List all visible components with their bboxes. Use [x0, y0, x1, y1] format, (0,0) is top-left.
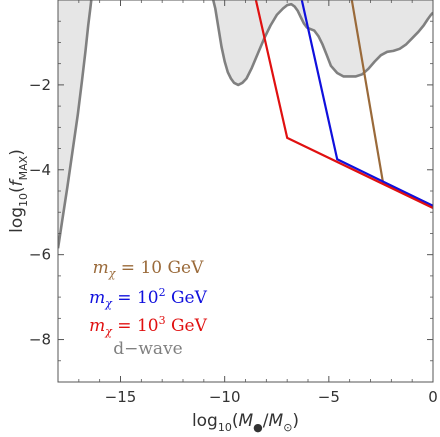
x-tick-label: −15: [105, 388, 137, 406]
legend-entry-part: m: [93, 258, 109, 278]
y-axis-title-part: MAX: [17, 155, 30, 180]
legend-entry-part: GeV: [162, 258, 204, 278]
legend-entry-part: GeV: [166, 316, 208, 336]
legend-entry-part: = 10: [112, 288, 159, 308]
legend-entry-part: GeV: [166, 288, 208, 308]
x-axis-title-part: M: [239, 411, 254, 431]
legend-entry-part: = 10: [115, 258, 162, 278]
y-tick-label: −8: [29, 331, 51, 349]
legend-entry: mχ = 102 GeV: [89, 286, 208, 310]
legend-entry: mχ = 10 GeV: [93, 258, 205, 280]
legend-entry-part: m: [89, 316, 105, 336]
d-wave-boundary-line: [58, 0, 93, 249]
legend-entry-part: χ: [104, 297, 113, 310]
x-axis-title-part: ): [292, 411, 299, 431]
series-line: [254, 0, 433, 209]
d-wave-exclusion-region: [213, 0, 433, 85]
y-axis-title: log10(fMAX): [7, 149, 30, 233]
legend-entry-part: χ: [104, 325, 113, 338]
x-tick-label: 0: [428, 388, 438, 406]
y-axis-title-part: ): [7, 149, 27, 156]
series-lines-layer: [254, 0, 433, 209]
y-axis-title-part: log: [7, 207, 27, 233]
y-tick-label: −4: [29, 161, 51, 179]
y-tick-label: −2: [29, 76, 51, 94]
x-tick-label: −5: [318, 388, 340, 406]
x-axis-title-part: /: [263, 411, 269, 431]
y-tick-label: −6: [29, 246, 51, 264]
x-axis-title-part: ⊙: [283, 421, 292, 434]
x-axis-title-part: 10: [218, 421, 232, 434]
legend-entry-part: m: [89, 288, 105, 308]
legend-entry-part: d−wave: [113, 339, 182, 359]
exclusion-fill-layer: [58, 0, 433, 249]
y-axis-title-part: (: [7, 186, 27, 193]
axis-ticks-layer: [57, 0, 434, 383]
legend-entry: mχ = 103 GeV: [89, 314, 208, 338]
x-axis-title-part: M: [269, 411, 284, 431]
legend-entry: d−wave: [113, 339, 182, 359]
legend-entry-part: 3: [159, 314, 166, 327]
legend-entry-part: = 10: [112, 316, 159, 336]
x-tick-label: −10: [209, 388, 241, 406]
series-line: [300, 0, 433, 207]
legend-entry-part: χ: [108, 267, 117, 280]
x-axis-title: log10(M●/M⊙): [192, 411, 299, 434]
y-axis-title-part: f: [7, 177, 27, 186]
y-axis-title-part: 10: [17, 193, 30, 207]
x-axis-title-part: ●: [253, 421, 263, 434]
x-axis-title-part: log: [192, 411, 218, 431]
x-axis-title-part: (: [232, 411, 239, 431]
legend-entry-part: 2: [159, 286, 166, 299]
